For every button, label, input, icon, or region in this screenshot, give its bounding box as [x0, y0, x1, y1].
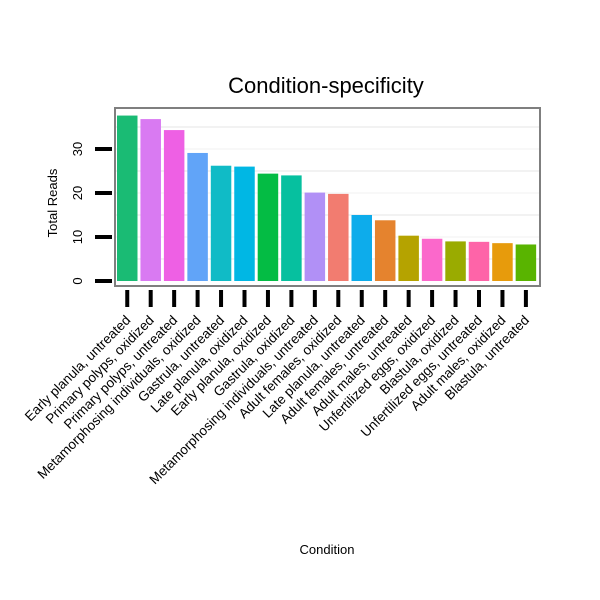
bar: [492, 243, 513, 281]
bar: [398, 235, 419, 281]
bar: [421, 238, 443, 281]
bar: [163, 130, 185, 281]
bar: [210, 165, 232, 281]
y-tick-label: 10: [70, 230, 85, 244]
bar: [187, 152, 208, 281]
y-axis: 0 10 20 30: [70, 142, 112, 285]
bar: [374, 220, 396, 281]
bar: [328, 193, 349, 281]
bar: [445, 241, 466, 281]
bar: [234, 166, 255, 281]
bar: [257, 173, 279, 281]
y-axis-label: Total Reads: [45, 168, 60, 237]
bar: [304, 192, 326, 281]
bar: [117, 115, 138, 281]
bar: [351, 215, 372, 281]
plot-border: [114, 107, 541, 287]
bars-group: [117, 115, 537, 281]
bar: [515, 244, 537, 281]
y-tick-label: 30: [70, 142, 85, 156]
bar: [468, 241, 490, 281]
chart-title: Condition-specificity: [228, 73, 424, 98]
grid: [116, 126, 539, 260]
bar: [281, 175, 302, 281]
y-tick-label: 0: [70, 277, 85, 284]
y-tick-label: 20: [70, 186, 85, 200]
x-axis-label: Condition: [300, 542, 355, 557]
bar: [140, 119, 161, 281]
